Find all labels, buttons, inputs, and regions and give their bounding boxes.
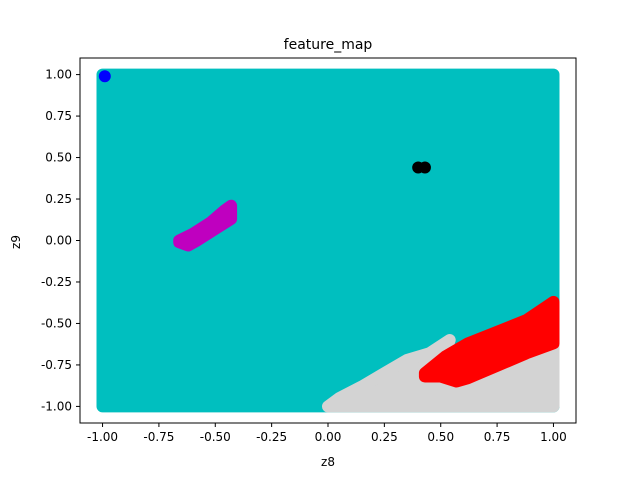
x-tick-label: 0.00 [315,430,342,444]
scatter-point-2 [98,70,111,83]
y-tick-label: -1.00 [41,399,72,413]
y-tick-label: -0.50 [41,316,72,330]
x-tick-label: 0.25 [371,430,398,444]
y-tick-label: 0.75 [45,109,72,123]
x-tick-label: 0.50 [427,430,454,444]
plot-area [96,68,560,413]
y-tick-label: -0.75 [41,358,72,372]
y-tick-label: 0.00 [45,234,72,248]
x-tick-label: -1.00 [87,430,118,444]
x-tick-label: -0.50 [200,430,231,444]
x-tick-label: 0.75 [484,430,511,444]
x-axis-ticks: -1.00 -0.75 -0.50 -0.25 0.00 0.25 0.50 0.75 1.00 [87,423,567,444]
x-axis-label: z8 [321,455,335,469]
y-tick-label: 0.50 [45,151,72,165]
scatter-region-3 [173,199,238,252]
x-tick-label: -0.25 [256,430,287,444]
y-tick-label: -0.25 [41,275,72,289]
x-tick-label: 1.00 [540,430,567,444]
y-tick-label: 0.25 [45,192,72,206]
y-tick-label: 1.00 [45,68,72,82]
scatter-region-2 [418,295,560,388]
chart-title: feature_map [284,37,373,53]
y-axis-ticks: -1.00 -0.75 -0.50 -0.25 0.00 0.25 0.50 0.75 1.00 [41,68,80,413]
y-axis-label: z9 [9,235,23,249]
x-tick-label: -0.75 [143,430,174,444]
scatter-point-1 [418,161,431,174]
